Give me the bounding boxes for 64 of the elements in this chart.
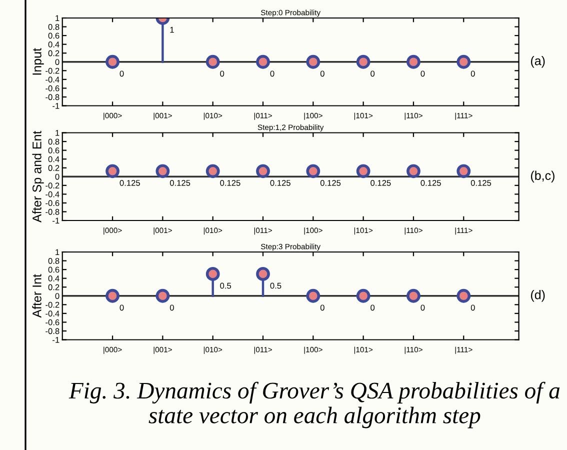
- data-label: 0: [370, 304, 375, 311]
- y-tick-label: 0: [55, 59, 60, 65]
- text: (d): [530, 290, 545, 302]
- y-tick-label: 0.6: [48, 32, 60, 39]
- y-tick-label: -1: [52, 218, 60, 224]
- y-axis-title: After Sp and Ent: [32, 130, 44, 222]
- data-label: 0.125: [220, 180, 240, 186]
- data-label: 0: [120, 70, 124, 77]
- y-tick-label: -0.4: [46, 76, 60, 83]
- y-tick-label: 0.6: [48, 266, 60, 273]
- data-label: 0.125: [120, 180, 140, 186]
- data-label: 0.125: [420, 180, 441, 186]
- data-label: 0.5: [270, 282, 282, 289]
- data-label: 0.125: [370, 180, 391, 186]
- data-label: 0: [220, 70, 224, 77]
- data-label: 0.125: [320, 180, 341, 186]
- y-tick-label: 0.2: [48, 50, 60, 56]
- text: (a): [530, 56, 545, 68]
- y-tick-label: 0: [55, 174, 60, 180]
- y-tick-label: 0: [55, 293, 60, 299]
- data-label: 0: [120, 304, 124, 311]
- y-tick-label: 0.4: [48, 156, 60, 162]
- y-tick-label: 0.8: [48, 138, 60, 145]
- y-tick-label: -1: [52, 103, 60, 109]
- data-label: 0: [370, 70, 375, 77]
- data-label: 0.125: [470, 180, 492, 186]
- y-tick-label: -0.6: [46, 200, 60, 206]
- y-tick-label: 1: [56, 15, 60, 22]
- text: (b,c): [530, 170, 554, 182]
- y-tick-label: -0.6: [46, 85, 60, 92]
- y-tick-label: -0.8: [46, 328, 60, 334]
- data-label: 0.125: [170, 180, 190, 186]
- y-tick-label: 0.4: [48, 276, 60, 282]
- y-tick-label: 1: [56, 130, 60, 136]
- data-label: 0: [320, 304, 324, 311]
- data-label: 0: [170, 304, 174, 311]
- data-label: 0.125: [270, 180, 290, 186]
- data-label: 0: [470, 304, 475, 311]
- y-tick-label: -0.4: [46, 191, 60, 198]
- y-tick-label: 0.8: [48, 258, 60, 264]
- y-tick-label: 1: [56, 249, 60, 256]
- data-label: 0: [270, 70, 274, 77]
- data-label: 0.5: [220, 282, 232, 289]
- y-tick-label: -0.2: [46, 68, 60, 74]
- data-label: 0: [470, 70, 475, 77]
- data-label: 0: [420, 304, 425, 311]
- y-tick-label: 0.4: [48, 42, 60, 48]
- y-tick-label: -0.2: [46, 302, 60, 308]
- y-tick-label: -1: [52, 337, 60, 343]
- data-label: 0: [320, 70, 324, 77]
- y-tick-label: 0.6: [48, 148, 60, 154]
- y-tick-label: -0.2: [46, 182, 60, 188]
- y-tick-label: 0.8: [48, 24, 60, 30]
- y-tick-label: -0.4: [46, 310, 60, 317]
- data-label: 0: [420, 70, 425, 77]
- y-tick-label: 0.2: [48, 165, 60, 171]
- y-axis-title: Input: [32, 48, 44, 75]
- y-axis-title: After Int: [32, 274, 42, 318]
- y-tick-label: -0.8: [46, 94, 60, 100]
- data-label: 1: [170, 26, 174, 33]
- y-tick-label: 0.2: [48, 284, 60, 290]
- caption: Fig. 3. Dynamics of Grover’s QSA probabilities of a state vector on each algorithm step: [68, 382, 560, 428]
- y-tick-label: -0.8: [46, 208, 60, 215]
- y-tick-label: -0.6: [46, 319, 60, 326]
